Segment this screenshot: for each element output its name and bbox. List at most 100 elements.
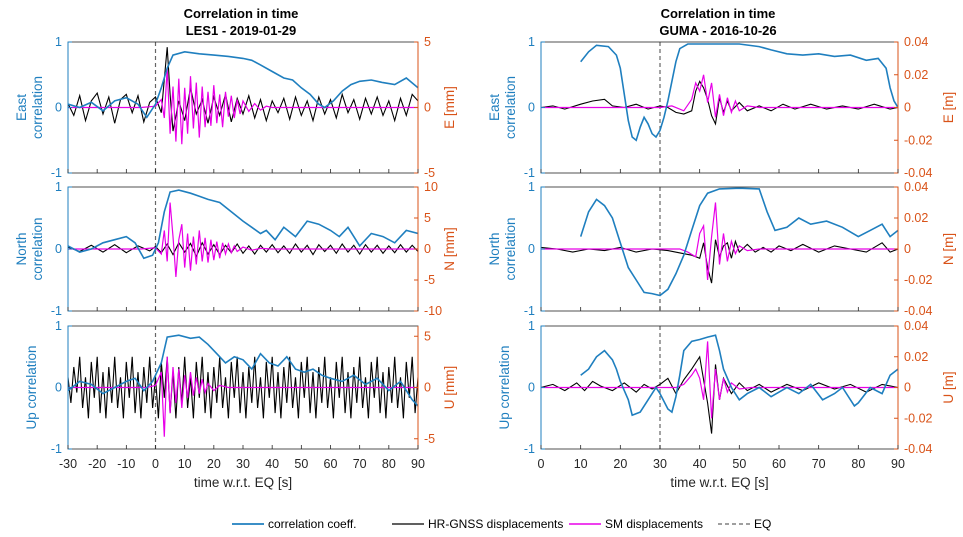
left-tick-label: 0 (528, 101, 535, 115)
right-tick-label: 10 (424, 180, 438, 194)
series-group (68, 189, 418, 277)
x-tick-label: 40 (265, 457, 279, 471)
right-tick-label: -10 (424, 304, 442, 318)
left-axis-label-line1: North (14, 232, 29, 265)
legend: correlation coeff. HR-GNSS displacements S… (232, 517, 771, 531)
left-axis-label-line1: East (14, 94, 29, 121)
left-axis-label-line1: North (487, 232, 502, 265)
chart-1: Correlation in time GUMA - 2016-10-26 -1 0 1… (487, 6, 956, 490)
chart-title: Correlation in time (661, 6, 776, 21)
left-tick-label: 1 (55, 35, 62, 49)
right-axis-label: E [m] (941, 92, 956, 124)
x-tick-label: 50 (294, 457, 308, 471)
series-group (541, 43, 898, 142)
left-axis-label-line2: correlation (30, 217, 45, 280)
left-axis-label-line2: correlation (30, 76, 45, 139)
panel-0: -1 0 1 -0.04 -0.02 0 0.02 0.04 East correlation E … (487, 35, 956, 180)
gnss-series (68, 47, 418, 132)
gnss-series (68, 356, 418, 419)
right-tick-label: -0.04 (904, 166, 933, 180)
sm-series (68, 68, 418, 145)
correlation-series (579, 187, 898, 297)
left-tick-label: 0 (528, 242, 535, 256)
x-axis-label: time w.r.t. EQ [s] (670, 475, 768, 490)
gnss-series (541, 80, 898, 126)
left-tick-label: 1 (55, 180, 62, 194)
right-axis-label: N [m] (941, 233, 956, 265)
left-tick-label: 1 (528, 35, 535, 49)
series-group (68, 334, 418, 437)
series-group (541, 187, 898, 297)
right-tick-label: 0.02 (904, 350, 928, 364)
x-tick-label: 80 (851, 457, 865, 471)
x-tick-label: 10 (574, 457, 588, 471)
panel-1: -1 0 1 -0.04 -0.02 0 0.02 0.04 North correlation N… (487, 180, 956, 318)
x-tick-label: 30 (236, 457, 250, 471)
right-tick-label: 5 (424, 329, 431, 343)
right-tick-label: 0 (904, 101, 911, 115)
x-tick-label: 90 (411, 457, 425, 471)
x-tick-label: 90 (891, 457, 905, 471)
right-tick-label: 5 (424, 211, 431, 225)
correlation-series (68, 189, 418, 260)
sm-series (541, 202, 898, 281)
right-tick-label: 0 (424, 242, 431, 256)
x-tick-label: 10 (178, 457, 192, 471)
chart-subtitle: GUMA - 2016-10-26 (659, 23, 776, 38)
correlation-series (68, 334, 418, 407)
right-tick-label: -0.04 (904, 442, 933, 456)
left-tick-label: 1 (528, 180, 535, 194)
right-tick-label: 0.04 (904, 35, 928, 49)
right-axis-label: U [mm] (442, 366, 457, 410)
right-tick-label: 0.02 (904, 211, 928, 225)
right-tick-label: 5 (424, 35, 431, 49)
series-group (541, 334, 898, 434)
right-tick-label: -0.02 (904, 133, 933, 147)
x-tick-label: 60 (324, 457, 338, 471)
x-tick-label: 80 (382, 457, 396, 471)
legend-label-correlation: correlation coeff. (268, 517, 357, 531)
left-axis-label-line1: East (487, 94, 502, 121)
series-group (68, 47, 418, 145)
right-axis-label: N [mm] (442, 227, 457, 271)
left-tick-label: 0 (55, 101, 62, 115)
left-tick-label: 0 (55, 381, 62, 395)
x-tick-label: -10 (117, 457, 135, 471)
right-tick-label: -5 (424, 166, 435, 180)
right-tick-label: 0 (904, 242, 911, 256)
left-tick-label: -1 (51, 442, 62, 456)
right-tick-label: -5 (424, 432, 435, 446)
right-tick-label: -0.02 (904, 273, 933, 287)
x-tick-label: 20 (613, 457, 627, 471)
x-tick-label: -30 (59, 457, 77, 471)
left-tick-label: -1 (524, 166, 535, 180)
right-tick-label: -0.04 (904, 304, 933, 318)
chart-title: Correlation in time (184, 6, 299, 21)
x-tick-label: -20 (88, 457, 106, 471)
right-tick-label: 0 (424, 101, 431, 115)
correlation-series (580, 43, 898, 142)
right-tick-label: 0 (424, 381, 431, 395)
x-tick-label: 20 (207, 457, 221, 471)
x-tick-label: 40 (693, 457, 707, 471)
legend-label-eq: EQ (754, 517, 771, 531)
legend-label-sm: SM displacements (605, 517, 703, 531)
sm-series (541, 341, 898, 419)
x-tick-label: 30 (653, 457, 667, 471)
right-tick-label: 0 (904, 381, 911, 395)
x-tick-label: 70 (353, 457, 367, 471)
correlation-series (68, 50, 418, 119)
x-tick-label: 70 (812, 457, 826, 471)
x-tick-label: 60 (772, 457, 786, 471)
left-axis-label-line2: correlation (503, 76, 518, 139)
x-tick-label: 0 (538, 457, 545, 471)
left-tick-label: 0 (528, 381, 535, 395)
chart-subtitle: LES1 - 2019-01-29 (186, 23, 297, 38)
left-axis-label: Up correlation (497, 345, 512, 429)
right-tick-label: 0.04 (904, 319, 928, 333)
left-tick-label: 1 (55, 319, 62, 333)
